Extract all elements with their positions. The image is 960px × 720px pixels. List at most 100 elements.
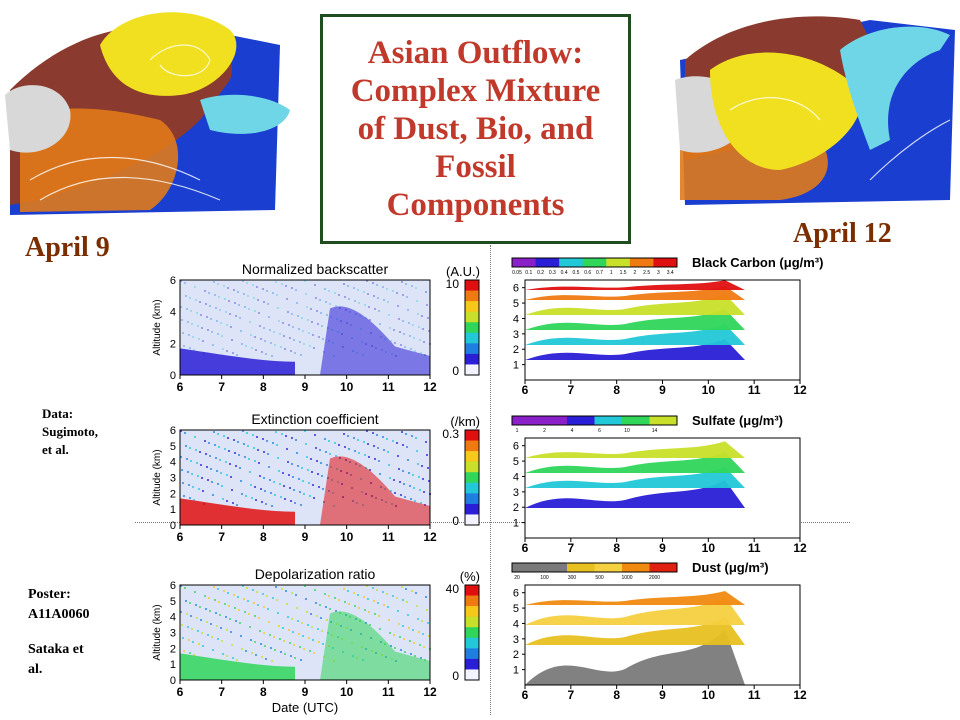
speckle (320, 312, 322, 314)
speckle (338, 444, 340, 446)
speckle (372, 587, 374, 589)
speckle (226, 655, 228, 657)
speckle (321, 630, 323, 632)
speckle (260, 338, 262, 340)
speckle (195, 604, 197, 606)
speckle (405, 283, 407, 285)
speckle (238, 609, 240, 611)
colorbar-segment (465, 658, 479, 670)
speckle (400, 344, 402, 346)
speckle (249, 471, 251, 473)
speckle (379, 628, 381, 630)
speckle (273, 636, 275, 638)
speckle (318, 486, 320, 488)
legend-tick-label: 0.6 (584, 270, 591, 276)
legend-swatch (559, 258, 572, 267)
colorbar-frame (464, 279, 480, 376)
speckle (400, 649, 402, 651)
speckle (282, 627, 284, 629)
model-panels: 0.05 0.1 0.2 0.3 0.4 0.5 0.6 0.7 1 1.5 2 2.5 3 3.4 Bla… (511, 255, 823, 702)
speckle (291, 463, 293, 465)
speckle (357, 289, 359, 291)
speckle (190, 460, 192, 462)
speckle (192, 486, 194, 488)
speckle (285, 590, 287, 592)
speckle (256, 286, 258, 288)
speckle (353, 287, 355, 289)
speckle (210, 318, 212, 320)
legend-swatch (567, 563, 595, 572)
speckle (234, 607, 236, 609)
speckle (269, 329, 271, 331)
x-tick-label: 11 (382, 530, 395, 544)
contour-band (525, 629, 745, 685)
speckle (242, 430, 244, 432)
y-tick-label: 6 (170, 425, 176, 437)
speckle (411, 590, 413, 592)
speckle (264, 490, 266, 492)
legend-swatch (653, 258, 666, 267)
speckle (389, 477, 391, 479)
speckle (238, 304, 240, 306)
speckle (297, 620, 299, 622)
speckle (247, 295, 249, 297)
speckle (420, 657, 422, 659)
y-tick-label: 2 (170, 338, 176, 350)
speckle (405, 433, 407, 435)
speckle (408, 472, 410, 474)
speckle (299, 491, 301, 493)
speckle (269, 634, 271, 636)
vertical-divider (490, 245, 491, 715)
y-tick-label: 3 (513, 634, 519, 646)
panel-title: Normalized backscatter (242, 261, 389, 277)
speckle (377, 447, 379, 449)
speckle (303, 343, 305, 345)
contour-band (525, 591, 745, 605)
colorbar-frame (464, 429, 480, 526)
speckle (420, 502, 422, 504)
speckle (228, 605, 230, 607)
panel-unit: (/km) (450, 414, 480, 429)
speckle (296, 452, 298, 454)
speckle (326, 314, 328, 316)
speckle (263, 606, 265, 608)
speckle (221, 335, 223, 337)
speckle (283, 640, 285, 642)
speckle (422, 478, 424, 480)
speckle (343, 433, 345, 435)
legend-swatch (665, 258, 678, 267)
speckle (239, 622, 241, 624)
speckle (230, 326, 232, 328)
speckle (251, 347, 253, 349)
speckle (211, 481, 213, 483)
x-tick-label: 7 (218, 530, 225, 544)
speckle (353, 437, 355, 439)
speckle (237, 441, 239, 443)
colorbar-min-label: 0 (452, 514, 459, 528)
speckle (305, 598, 307, 600)
panel-title: Depolarization ratio (255, 566, 376, 582)
colorbar-segment (465, 461, 479, 473)
speckle (249, 626, 251, 628)
speckle (367, 443, 369, 445)
speckle (367, 598, 369, 600)
x-tick-label: 6 (177, 530, 184, 544)
speckle (189, 602, 191, 604)
speckle (261, 656, 263, 658)
speckle (202, 645, 204, 647)
speckle (412, 474, 414, 476)
x-tick-label: 10 (340, 380, 354, 394)
legend-tick-label: 1000 (621, 575, 632, 581)
speckle (318, 641, 320, 643)
speckle (214, 599, 216, 601)
legend-tick-label: 14 (652, 428, 658, 434)
legend-tick-label: 3.4 (667, 270, 674, 276)
speckle (231, 339, 233, 341)
speckle (324, 288, 326, 290)
y-tick-label: 3 (170, 628, 176, 640)
title-line-4: Fossil (435, 149, 516, 185)
speckle (183, 650, 185, 652)
speckle (286, 448, 288, 450)
model-map-april-12 (675, 16, 955, 205)
speckle (427, 317, 429, 319)
